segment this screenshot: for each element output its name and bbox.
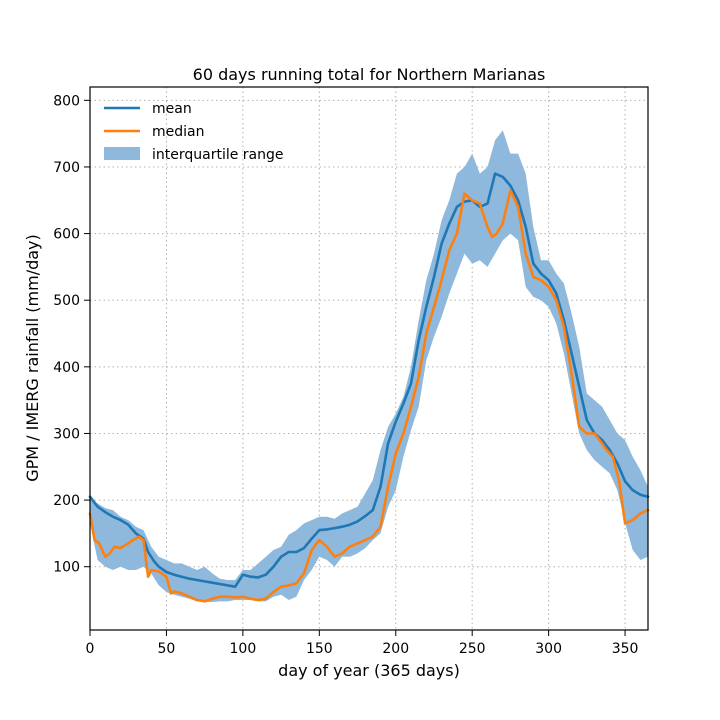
chart-title: 60 days running total for Northern Maria… [193, 65, 546, 84]
x-tick-label: 250 [459, 641, 486, 657]
y-axis-label: GPM / IMERG rainfall (mm/day) [23, 234, 42, 482]
legend-label-median: median [152, 124, 204, 140]
x-tick-label: 100 [230, 641, 257, 657]
y-tick-label: 400 [53, 360, 80, 376]
y-tick-label: 100 [53, 560, 80, 576]
x-tick-label: 150 [306, 641, 333, 657]
x-tick-label: 200 [382, 641, 409, 657]
legend-label-iqr: interquartile range [152, 147, 284, 163]
plot-frame [89, 86, 649, 631]
mean-line [88, 172, 650, 589]
y-axis: 100 200 300 400 500 600 700 800 [53, 93, 90, 576]
x-tick-label: 50 [158, 641, 176, 657]
legend-swatch-iqr [104, 147, 140, 160]
y-tick-label: 600 [53, 227, 80, 243]
x-axis: 0 50 100 150 200 250 300 350 [86, 630, 639, 657]
x-tick-label: 300 [535, 641, 562, 657]
legend: mean median interquartile range [104, 101, 284, 163]
x-tick-label: 0 [86, 641, 95, 657]
legend-label-mean: mean [152, 101, 192, 117]
y-tick-label: 700 [53, 160, 80, 176]
series-layer [88, 172, 650, 603]
y-tick-label: 200 [53, 493, 80, 509]
median-line [88, 189, 650, 603]
x-axis-label: day of year (365 days) [278, 661, 460, 680]
y-tick-label: 300 [53, 426, 80, 442]
y-tick-label: 500 [53, 293, 80, 309]
y-tick-label: 800 [53, 93, 80, 109]
grid-lines [89, 87, 648, 630]
x-tick-label: 350 [612, 641, 639, 657]
